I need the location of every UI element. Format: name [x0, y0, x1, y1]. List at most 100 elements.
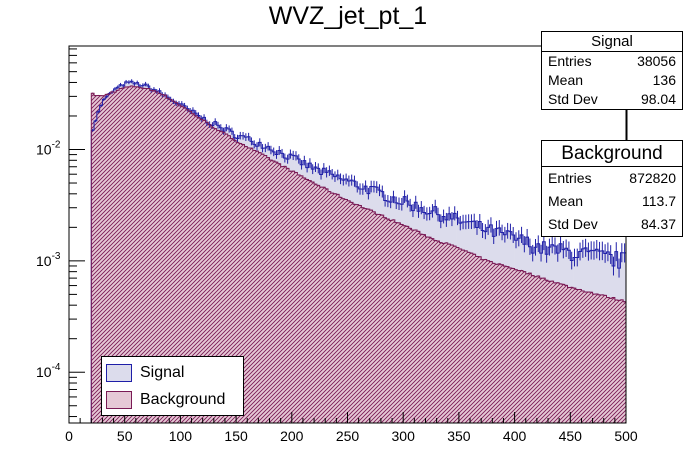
signal-fill-bar: [556, 253, 560, 283]
signal-fill-bar: [375, 187, 379, 215]
background-swatch: [106, 391, 132, 409]
background-bar: [208, 124, 212, 423]
signal-fill-bar: [238, 135, 242, 144]
signal-fill-bar: [447, 213, 451, 245]
background-bar: [506, 266, 510, 423]
signal-fill-bar: [325, 172, 329, 189]
background-bar: [185, 109, 190, 423]
stat-row: Mean 113.7: [542, 190, 682, 213]
background-bar: [456, 247, 460, 423]
stat-label: Entries: [548, 53, 592, 69]
background-bar: [481, 259, 485, 423]
background-bar: [230, 138, 234, 423]
signal-fill-bar: [422, 212, 426, 235]
background-bar: [511, 268, 515, 423]
background-bar: [124, 87, 128, 424]
stat-label: Entries: [548, 170, 592, 186]
background-bar: [199, 119, 203, 423]
background-bar: [595, 294, 599, 423]
signal-fill-bar: [328, 170, 332, 192]
background-bar: [133, 86, 137, 424]
signal-fill-bar: [286, 159, 290, 169]
signal-fill-bar: [347, 181, 351, 201]
background-bar: [341, 198, 346, 423]
signal-fill-bar: [467, 221, 471, 253]
background-bar: [539, 278, 543, 423]
x-tick-label: 450: [559, 428, 583, 444]
signal-fill-bar: [520, 234, 524, 271]
signal-fill-bar: [289, 154, 293, 172]
signal-fill-bar: [400, 204, 404, 225]
signal-fill-bar: [509, 231, 513, 268]
background-bar: [316, 185, 320, 423]
background-bar: [612, 297, 616, 423]
background-bar: [213, 128, 217, 423]
background-bar: [127, 86, 131, 423]
background-bar: [464, 250, 468, 423]
background-bar: [575, 289, 579, 423]
x-tick-label: 0: [65, 428, 73, 444]
background-bar: [252, 150, 256, 423]
background-bar: [514, 269, 518, 423]
signal-fill-bar: [380, 191, 385, 216]
background-bar: [567, 287, 571, 423]
signal-fill-bar: [411, 210, 415, 231]
background-bar: [272, 160, 276, 423]
background-bar: [194, 115, 198, 423]
x-tick-label: 250: [336, 428, 360, 444]
background-bar: [589, 292, 593, 423]
signal-fill-bar: [266, 146, 270, 158]
background-bar: [372, 211, 376, 423]
signal-fill-bar: [514, 240, 518, 270]
signal-fill-bar: [458, 223, 462, 249]
signal-fill-bar: [497, 227, 501, 264]
background-bar: [305, 179, 309, 423]
background-bar: [503, 266, 507, 423]
background-bar: [311, 182, 315, 423]
signal-fill-bar: [612, 266, 616, 298]
background-bar: [472, 254, 476, 423]
y-tick-label: 10-4: [36, 362, 61, 380]
background-bar: [135, 86, 139, 424]
background-bar: [263, 155, 268, 423]
signal-fill-bar: [506, 230, 510, 267]
signal-fill-bar: [567, 250, 571, 288]
signal-fill-bar: [355, 186, 359, 205]
signal-fill-bar: [542, 241, 546, 279]
stat-row: Entries 872820: [542, 167, 682, 190]
background-bar: [105, 94, 109, 424]
signal-fill-bar: [127, 82, 131, 87]
signal-fill-bar: [525, 237, 529, 274]
stat-row: Entries 38056: [542, 52, 682, 71]
signal-fill-bar: [517, 238, 521, 271]
signal-fill-bar: [444, 219, 449, 243]
background-bar: [411, 230, 415, 423]
background-bar: [283, 166, 287, 423]
signal-fill-bar: [322, 168, 326, 188]
signal-histogram-line: [90, 80, 627, 423]
background-bar: [255, 151, 259, 423]
background-bar: [598, 294, 602, 423]
background-bar: [620, 299, 624, 423]
background-bar: [442, 243, 446, 423]
signal-fill-bar: [308, 163, 312, 181]
stat-row: Std Dev 84.37: [542, 213, 682, 236]
background-bar: [146, 88, 151, 424]
background-bar: [258, 152, 262, 423]
background-bar: [177, 104, 181, 424]
signal-fill-bar: [595, 249, 599, 295]
signal-fill-bar: [478, 221, 482, 257]
background-bar: [380, 215, 385, 423]
signal-fill-bar: [119, 84, 123, 89]
background-bar: [216, 130, 220, 423]
background-bar: [160, 94, 164, 423]
signal-fill-bar: [472, 221, 476, 255]
background-bar: [478, 256, 482, 423]
background-bar: [483, 259, 488, 423]
signal-fill-bar: [536, 243, 540, 276]
background-bar: [183, 107, 187, 423]
legend-label: Background: [140, 391, 226, 408]
background-bar: [450, 244, 454, 423]
signal-fill-bar: [124, 81, 128, 88]
background-bar: [308, 180, 312, 423]
